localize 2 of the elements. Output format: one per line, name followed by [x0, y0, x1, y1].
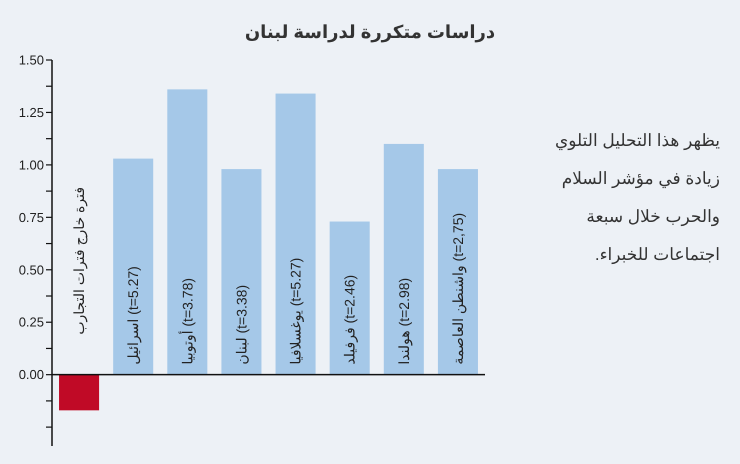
title: دراسات متكررة لدراسة لبنان: [244, 22, 496, 42]
annotation: يظهر هذا التحليل التلوي زيادة في مؤشر السلام والحرب خلال سبعة اجتماعات للخبراء.: [554, 130, 720, 266]
